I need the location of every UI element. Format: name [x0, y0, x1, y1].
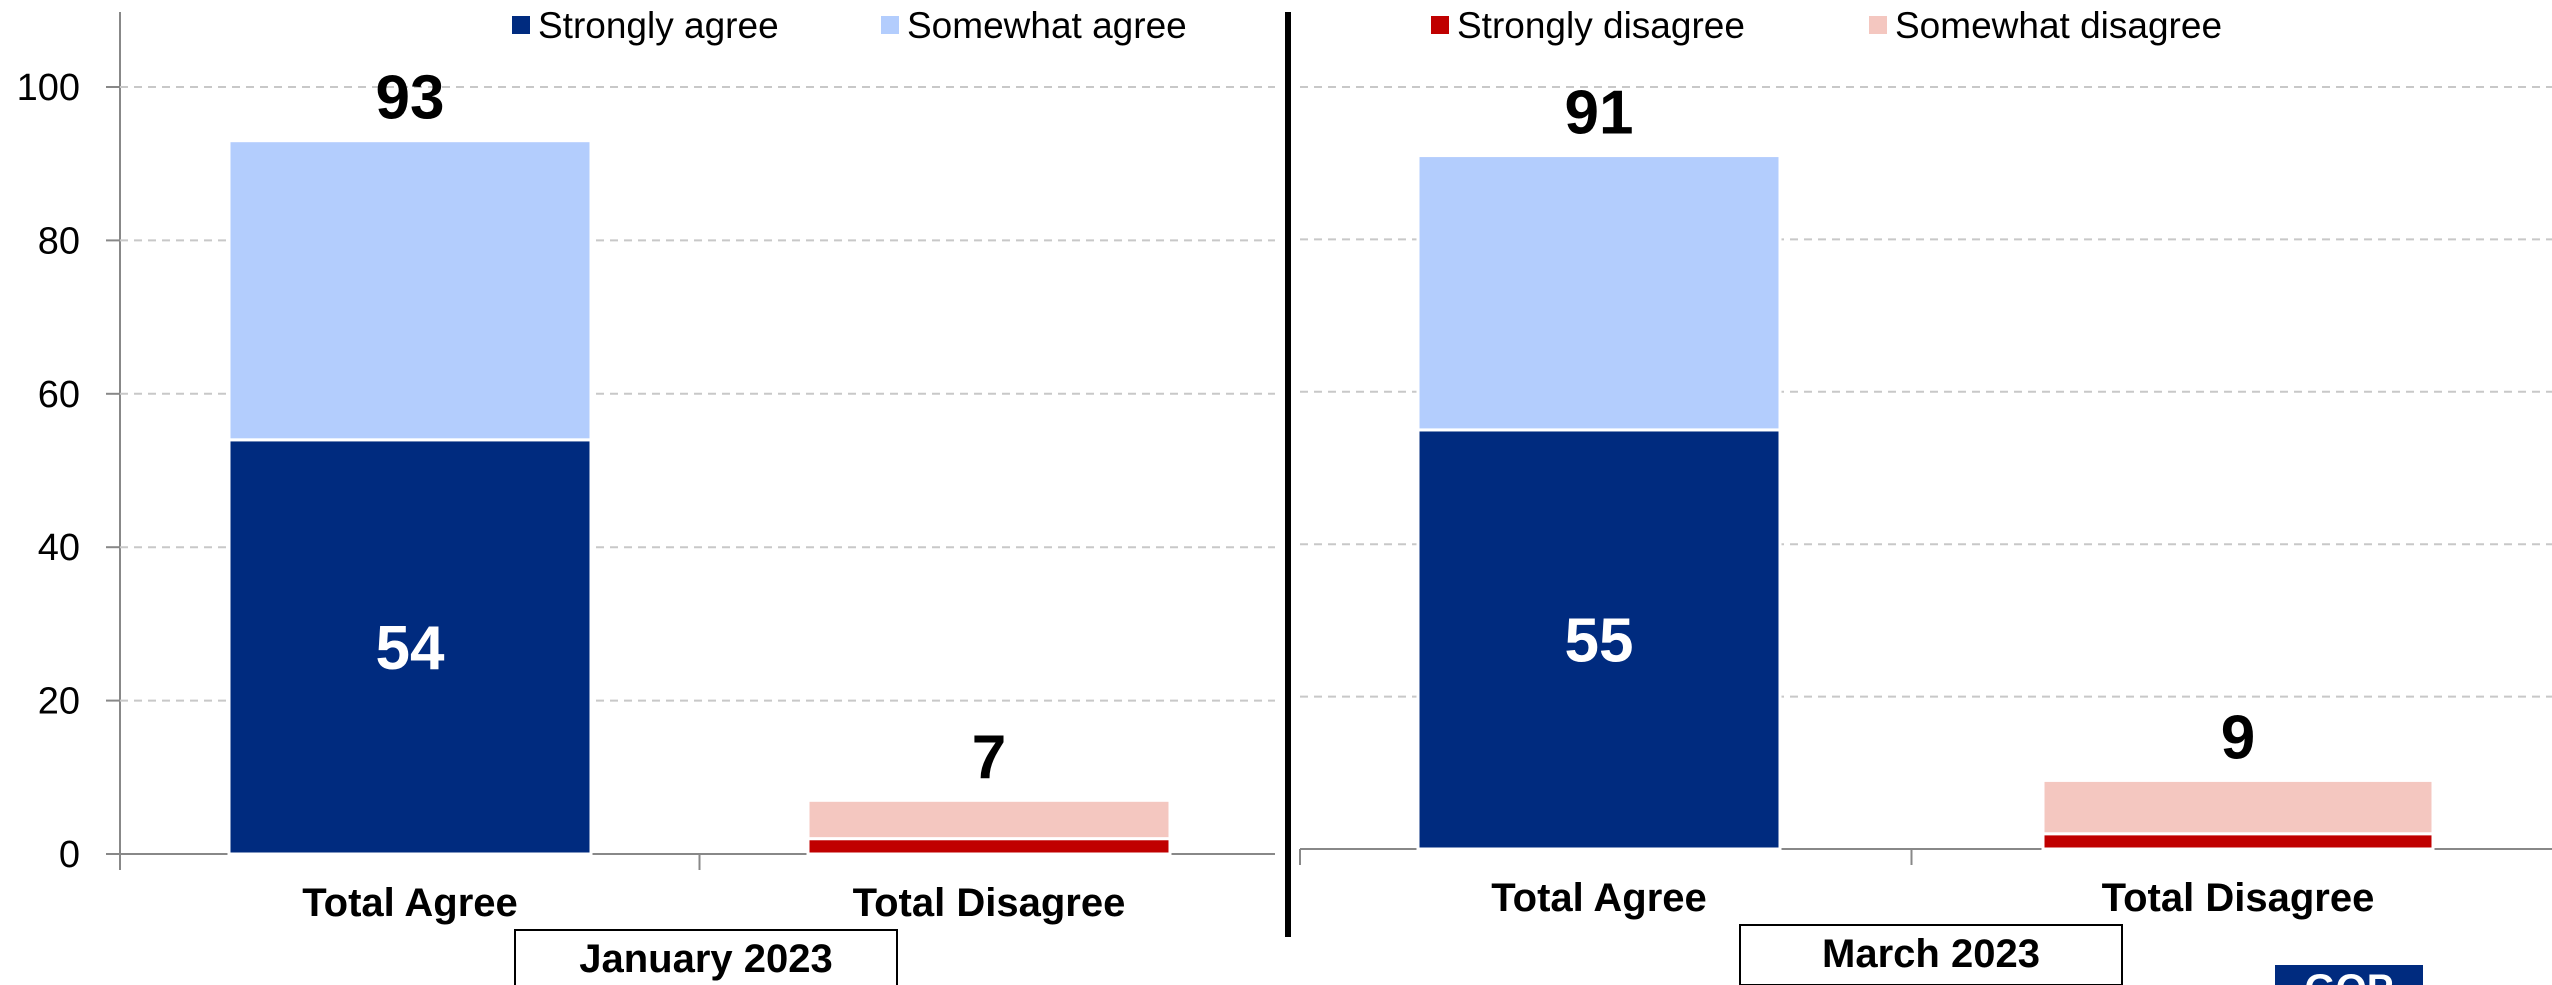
category-label: Total Agree	[1491, 876, 1707, 920]
bar-segment-strongly-disagree	[806, 837, 1172, 856]
legend-swatch	[512, 16, 530, 34]
right-panel: 55 91 Total Agree 9 Total Disagree March 2023	[1299, 79, 2552, 985]
legend-swatch	[1431, 16, 1449, 34]
segment-value-label: 54	[376, 614, 445, 683]
y-axis: 0 20 40 60 80 100	[17, 12, 121, 876]
y-tick-label: 0	[59, 834, 80, 876]
legend-label: Strongly agree	[538, 5, 779, 46]
period-label: January 2023	[579, 937, 833, 981]
period-label: March 2023	[1822, 932, 2040, 976]
legend-label: Strongly disagree	[1457, 5, 1745, 46]
bar-segment-somewhat-disagree	[2041, 778, 2435, 836]
bar-segment-somewhat-disagree	[806, 798, 1172, 841]
bar-total-label: 91	[1565, 79, 1634, 148]
legend-swatch	[1869, 16, 1887, 34]
bar-segment-strongly-agree	[1416, 428, 1782, 851]
y-tick-label: 100	[17, 67, 80, 109]
bar-segment-somewhat-agree	[227, 139, 593, 442]
y-tick-label: 80	[38, 220, 80, 262]
category-label: Total Agree	[302, 881, 518, 925]
legend-label: Somewhat agree	[907, 5, 1187, 46]
logo: GOP	[2275, 965, 2423, 985]
segment-value-label: 55	[1565, 606, 1634, 675]
bar-total-label: 9	[2221, 703, 2255, 772]
category-label: Total Disagree	[2102, 876, 2375, 920]
category-label: Total Disagree	[853, 881, 1126, 925]
legend: Strongly agree Somewhat agree Strongly dis…	[512, 5, 2222, 46]
y-tick-label: 40	[38, 527, 80, 569]
y-tick-label: 20	[38, 681, 80, 723]
period-box	[1739, 924, 2123, 985]
bar-total-label: 7	[972, 723, 1006, 792]
legend-label: Somewhat disagree	[1895, 5, 2222, 46]
y-tick-label: 60	[38, 374, 80, 416]
bar-total-label: 93	[376, 64, 445, 133]
legend-swatch	[881, 16, 899, 34]
left-panel: 54 93 Total Agree 7 Total Disagree January 20…	[119, 64, 1275, 985]
bar-segment-strongly-agree	[227, 438, 593, 856]
bar-segment-somewhat-agree	[1416, 154, 1782, 432]
bar-segment-strongly-disagree	[2041, 832, 2435, 851]
logo-badge	[2275, 965, 2423, 985]
period-box	[514, 929, 898, 985]
logo-text: GOP	[2305, 967, 2394, 985]
